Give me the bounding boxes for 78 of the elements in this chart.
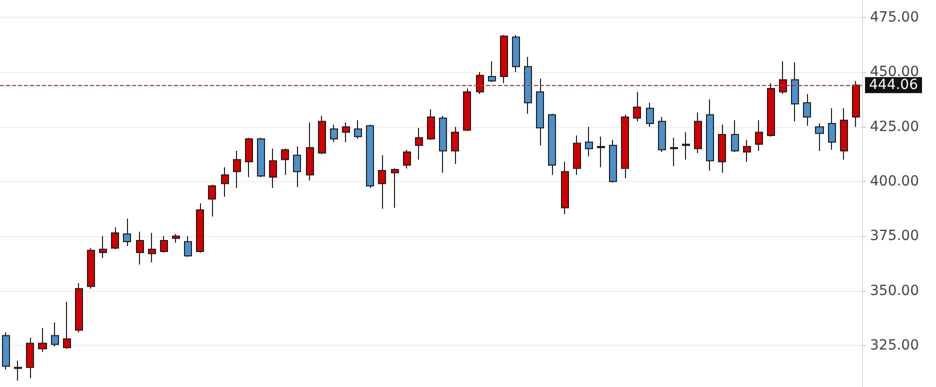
- candlestick: [548, 113, 556, 176]
- candlestick: [221, 166, 229, 198]
- candlestick: [706, 98, 714, 172]
- candlestick: [633, 91, 641, 122]
- candlestick: [415, 127, 423, 160]
- candlestick: [123, 218, 131, 246]
- candlestick: [208, 184, 216, 217]
- candlestick: [779, 60, 787, 95]
- candlestick: [160, 236, 168, 254]
- y-tick-label: 425.00: [870, 118, 919, 135]
- candlestick: [233, 150, 241, 189]
- candlestick: [524, 56, 532, 114]
- candlestick: [609, 139, 617, 184]
- candlestick: [2, 332, 10, 370]
- candlestick: [852, 80, 860, 128]
- candlestick: [694, 112, 702, 154]
- candlestick: [38, 327, 47, 353]
- ref-line-label: 444.06: [869, 77, 918, 94]
- candlestick: [791, 62, 799, 122]
- candlestick: [99, 236, 107, 258]
- candlestick: [561, 161, 569, 215]
- candlestick: [815, 123, 824, 152]
- candlestick: [148, 232, 156, 263]
- candlestick: [391, 168, 399, 208]
- candlestick: [658, 116, 666, 152]
- candlestick: [463, 88, 471, 132]
- candlestick: [330, 124, 338, 143]
- y-tick-label: 350.00: [870, 282, 919, 299]
- y-tick-label: 325.00: [870, 337, 919, 354]
- candlestick: [767, 82, 775, 138]
- candlestick: [585, 126, 593, 157]
- candlestick: [14, 360, 22, 381]
- candlestick: [293, 146, 301, 188]
- candlestick: [87, 248, 95, 290]
- candlestick: [306, 122, 314, 181]
- candlestick: [718, 124, 726, 174]
- candlestick: [451, 126, 459, 164]
- candlestick: [536, 78, 544, 146]
- candlestick: [621, 114, 629, 179]
- candlestick: [682, 132, 690, 160]
- y-tick-label: 375.00: [870, 228, 919, 244]
- candlestick: [378, 154, 386, 210]
- candlestick: [184, 236, 192, 258]
- candlestick: [269, 148, 277, 189]
- candlestick: [245, 137, 253, 178]
- candlestick: [318, 115, 326, 155]
- candlestick: [63, 301, 71, 350]
- candlestick: [366, 124, 374, 189]
- candlestick: [500, 34, 508, 84]
- candlestick: [597, 136, 605, 168]
- candlestick: [257, 137, 265, 178]
- candlestick: [51, 322, 59, 348]
- candlestick: [755, 120, 763, 152]
- candlestick: [670, 137, 678, 167]
- candlestick: [403, 149, 411, 169]
- candlestick: [427, 108, 435, 140]
- y-tick-label: 475.00: [870, 9, 919, 26]
- candlestick: [476, 72, 484, 95]
- candlestick: [646, 102, 654, 128]
- candlestick: [803, 94, 811, 126]
- candlestick: [512, 34, 520, 73]
- candlestick: [354, 120, 362, 140]
- candlestick: [172, 233, 180, 244]
- candlestick: [75, 282, 83, 333]
- candlestick: [342, 122, 350, 143]
- candlestick: [488, 60, 496, 82]
- candlestick: [111, 226, 119, 250]
- candlestick: [743, 139, 751, 162]
- candlestick: [840, 108, 848, 160]
- candlestick: [439, 115, 447, 174]
- candlestick: [281, 148, 289, 176]
- y-tick-label: 400.00: [870, 173, 919, 190]
- candlestick: [196, 202, 204, 254]
- candlestick: [731, 120, 739, 152]
- candlestick: [828, 108, 836, 150]
- candlestick: [136, 231, 144, 266]
- candlestick: [573, 135, 581, 176]
- candlestick: [26, 337, 34, 379]
